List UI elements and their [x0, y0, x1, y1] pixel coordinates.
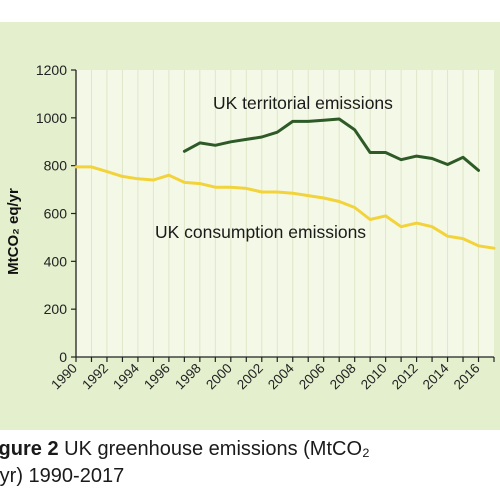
caption-label: igure 2 — [0, 438, 59, 460]
data-point — [446, 163, 448, 165]
data-point — [384, 151, 386, 153]
x-tick-label: 2012 — [389, 361, 421, 393]
territorial-emissions-line — [182, 117, 480, 172]
data-point — [400, 158, 402, 160]
data-point — [106, 170, 108, 172]
data-point — [462, 156, 464, 158]
y-tick-label: 1000 — [36, 110, 67, 126]
data-point — [353, 206, 355, 208]
data-point — [137, 178, 139, 180]
y-tick-label: 0 — [59, 349, 67, 365]
data-point — [477, 169, 479, 171]
data-point — [245, 187, 247, 189]
data-point — [199, 182, 201, 184]
data-point — [183, 150, 185, 152]
data-point — [338, 200, 340, 202]
x-tick-label: 2016 — [451, 361, 483, 393]
data-point — [307, 194, 309, 196]
data-point — [245, 138, 247, 140]
data-point — [214, 186, 216, 188]
data-point — [431, 157, 433, 159]
data-point — [261, 136, 263, 138]
data-point — [307, 120, 309, 122]
data-point — [214, 144, 216, 146]
data-point — [121, 175, 123, 177]
x-tick-label: 2002 — [234, 361, 266, 393]
series-label: UK consumption emissions — [155, 222, 366, 242]
data-point — [384, 215, 386, 217]
x-tick-label: 1990 — [48, 361, 80, 393]
data-point — [152, 179, 154, 181]
consumption-emissions-line — [74, 165, 496, 250]
top-band — [0, 0, 500, 22]
x-tick-label: 1992 — [79, 361, 111, 393]
caption-text-line2: q/yr) 1990-2017 — [0, 465, 125, 487]
data-point — [415, 222, 417, 224]
x-tick-label: 2010 — [358, 361, 390, 393]
x-tick-label: 2014 — [420, 360, 452, 392]
data-point — [183, 181, 185, 183]
data-point — [168, 174, 170, 176]
data-point — [75, 166, 77, 168]
y-tick-label: 1200 — [36, 62, 67, 78]
data-point — [323, 119, 325, 121]
data-point — [292, 120, 294, 122]
x-tick-label: 1998 — [172, 361, 204, 393]
figure-caption: igure 2 UK greenhouse emissions (MtCO₂ q… — [0, 436, 493, 490]
x-tick-label: 2008 — [327, 361, 359, 393]
data-point — [353, 129, 355, 131]
data-point — [462, 237, 464, 239]
x-tick-label: 1996 — [141, 361, 173, 393]
plot-area — [76, 70, 494, 357]
data-point — [446, 235, 448, 237]
data-point — [323, 197, 325, 199]
y-tick-label: 400 — [44, 253, 68, 269]
data-point — [199, 142, 201, 144]
data-point — [230, 141, 232, 143]
x-tick-label: 2004 — [265, 360, 297, 392]
data-point — [400, 225, 402, 227]
data-point — [90, 166, 92, 168]
caption-text-line1: UK greenhouse emissions (MtCO₂ — [58, 438, 370, 460]
data-point — [261, 191, 263, 193]
data-point — [493, 247, 495, 249]
data-point — [415, 155, 417, 157]
data-point — [276, 191, 278, 193]
data-point — [292, 192, 294, 194]
y-tick-label: 600 — [44, 206, 68, 222]
data-point — [477, 245, 479, 247]
data-point — [230, 186, 232, 188]
data-point — [276, 131, 278, 133]
y-tick-label: 800 — [44, 158, 68, 174]
x-tick-label: 2000 — [203, 361, 235, 393]
data-point — [338, 118, 340, 120]
x-tick-label: 2006 — [296, 361, 328, 393]
data-point — [431, 225, 433, 227]
y-tick-label: 200 — [44, 301, 68, 317]
x-tick-label: 1994 — [110, 360, 142, 392]
data-point — [369, 151, 371, 153]
series-label: UK territorial emissions — [213, 93, 393, 113]
data-point — [369, 218, 371, 220]
y-axis-title: MtCO₂ eq/yr — [5, 188, 22, 275]
